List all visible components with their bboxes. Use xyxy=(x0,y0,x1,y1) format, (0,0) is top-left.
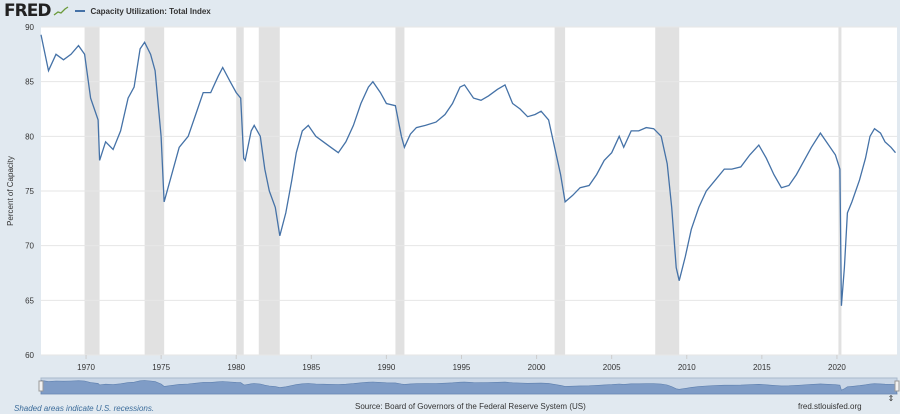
sparkline-icon xyxy=(54,6,69,16)
y-axis-label: Percent of Capacity xyxy=(6,156,15,226)
y-tick-label: 60 xyxy=(25,351,34,360)
x-tick-label: 1975 xyxy=(152,363,170,372)
legend-swatch xyxy=(75,10,86,12)
x-tick-label: 1990 xyxy=(378,363,396,372)
navigator-area xyxy=(40,379,898,395)
navigator-handle-right[interactable] xyxy=(894,380,900,392)
x-tick-label: 2000 xyxy=(528,363,546,372)
resize-icon[interactable]: ⇕ xyxy=(888,394,895,403)
x-tick-label: 1995 xyxy=(453,363,471,372)
x-tick-label: 1970 xyxy=(77,363,95,372)
recession-note: Shaded areas indicate U.S. recessions. xyxy=(14,404,155,413)
y-tick-label: 85 xyxy=(25,78,34,87)
source-note: Source: Board of Governors of the Federa… xyxy=(355,402,586,411)
site-link[interactable]: fred.stlouisfed.org xyxy=(798,402,862,411)
x-tick-label: 2010 xyxy=(678,363,696,372)
fred-logo[interactable]: FRED xyxy=(4,1,51,21)
y-tick-label: 90 xyxy=(25,23,34,32)
chart-header: FRED Capacity Utilization: Total Index xyxy=(4,1,211,21)
y-tick-label: 80 xyxy=(25,132,34,141)
x-tick-label: 1985 xyxy=(302,363,320,372)
x-tick-label: 2020 xyxy=(828,363,846,372)
y-tick-label: 75 xyxy=(25,187,34,196)
legend-series-label[interactable]: Capacity Utilization: Total Index xyxy=(90,6,211,16)
y-tick-label: 65 xyxy=(25,296,34,305)
x-tick-label: 1980 xyxy=(227,363,245,372)
x-tick-label: 2015 xyxy=(753,363,771,372)
x-tick-label: 2005 xyxy=(603,363,621,372)
y-tick-label: 70 xyxy=(25,242,34,251)
series-line xyxy=(40,34,896,306)
navigator-handle-left[interactable] xyxy=(38,380,44,392)
